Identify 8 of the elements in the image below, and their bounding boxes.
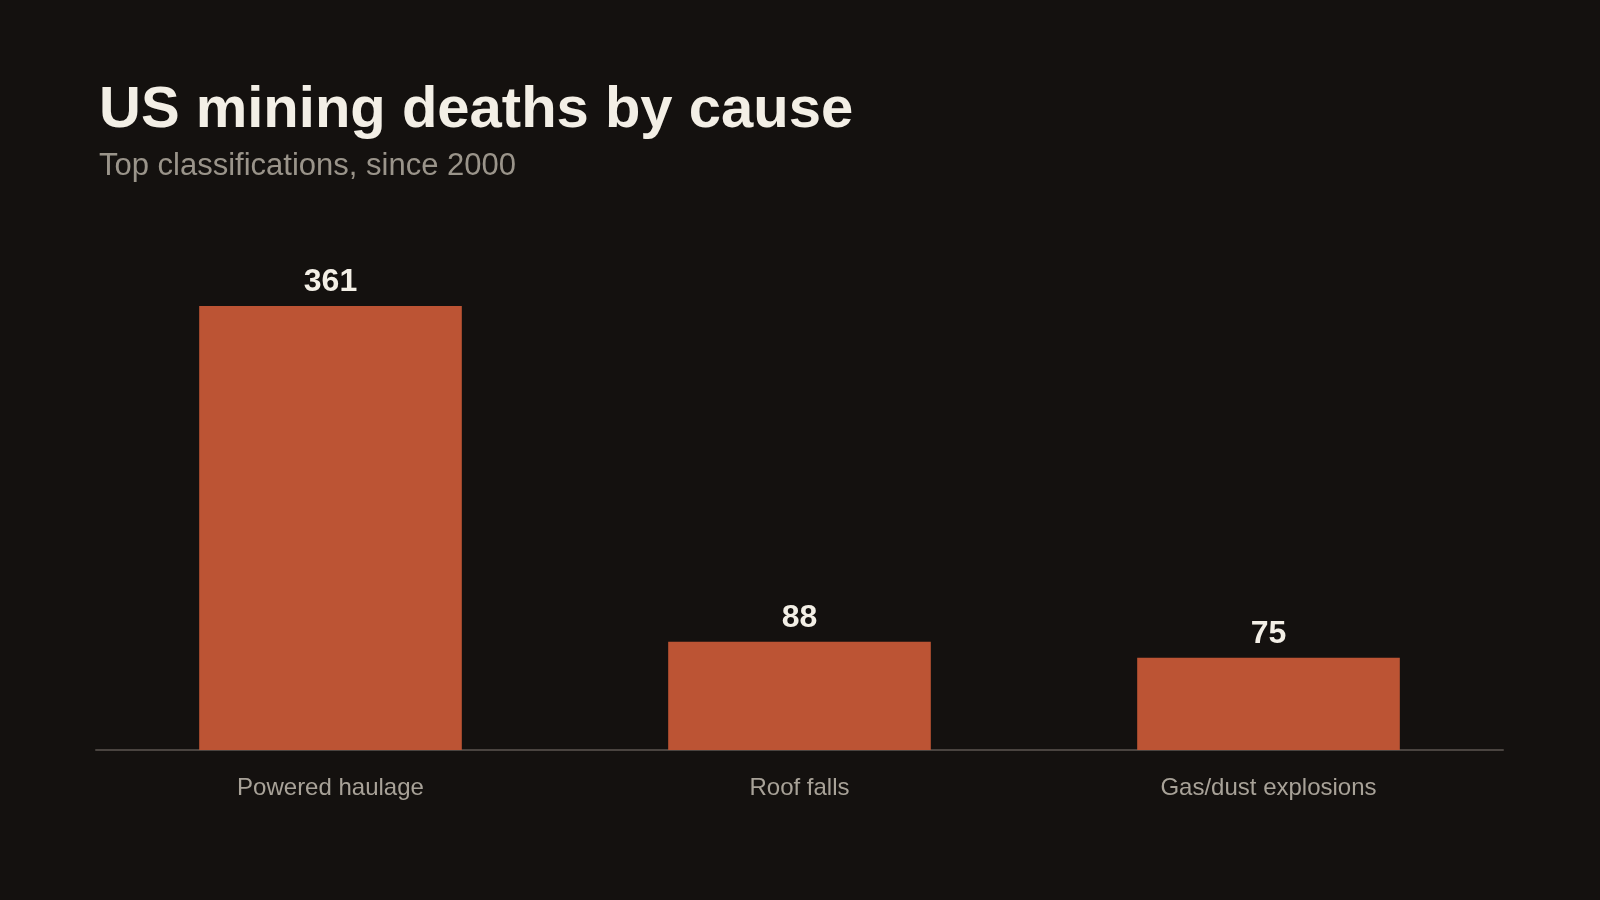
data-label: 361 <box>303 262 358 298</box>
data-label: 88 <box>781 597 818 634</box>
x-tick-label: Powered haulage <box>237 772 424 800</box>
x-tick-label: Gas/dust explosions <box>1160 772 1377 800</box>
chart-title: US mining deaths by cause <box>99 73 854 139</box>
data-label: 75 <box>1250 613 1287 650</box>
x-tick-label: Roof falls <box>749 772 850 800</box>
chart-subtitle: Top classifications, since 2000 <box>99 147 517 182</box>
